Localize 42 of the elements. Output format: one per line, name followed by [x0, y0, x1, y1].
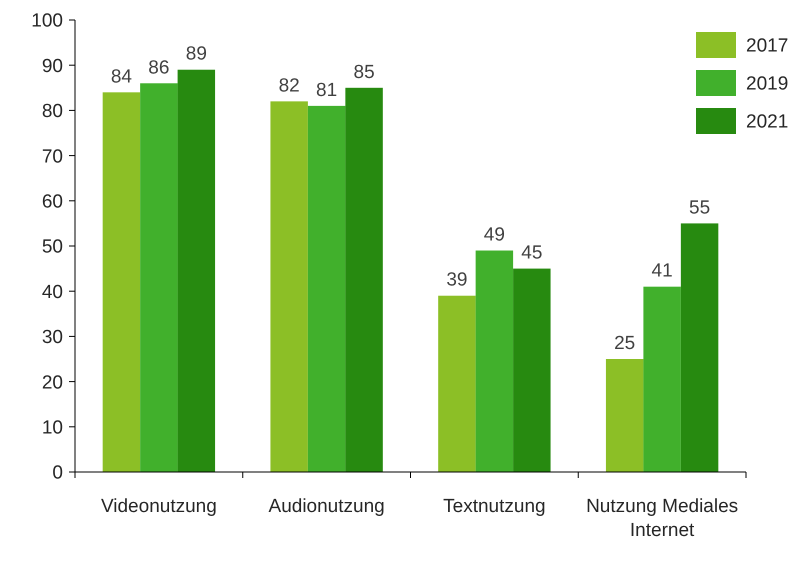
y-tick-label: 10	[42, 417, 63, 438]
y-tick-label: 40	[42, 282, 63, 303]
y-tick-label: 70	[42, 146, 63, 168]
data-label: 81	[316, 80, 338, 101]
legend-label: 2021	[746, 112, 788, 133]
bar	[438, 296, 476, 472]
data-label: 41	[652, 260, 673, 282]
y-tick-label: 90	[42, 56, 63, 77]
data-label: 82	[278, 75, 300, 96]
y-tick-label: 0	[52, 462, 63, 484]
data-label: 86	[148, 57, 170, 78]
x-tick-label: Textnutzung	[443, 496, 546, 517]
y-tick-label: 30	[42, 327, 63, 348]
bar	[476, 250, 514, 472]
y-tick-label: 60	[42, 191, 63, 212]
data-label: 89	[186, 44, 207, 65]
data-label: 25	[614, 333, 636, 354]
data-label: 39	[446, 270, 468, 291]
data-label: 84	[110, 66, 132, 88]
y-tick-label: 100	[31, 10, 63, 32]
bar	[643, 286, 681, 472]
data-label: 49	[484, 224, 505, 246]
y-tick-label: 80	[42, 101, 63, 122]
data-label: 85	[354, 62, 375, 83]
bar	[102, 92, 140, 472]
bar	[270, 101, 308, 472]
x-tick-label: Audionutzung	[268, 496, 385, 517]
x-tick-label: Nutzung Mediales Internet	[586, 496, 738, 541]
data-label: 45	[521, 242, 542, 264]
bar	[680, 223, 718, 472]
data-label: 55	[689, 197, 710, 218]
bar	[513, 268, 551, 472]
bar	[308, 106, 346, 472]
bar	[178, 70, 216, 472]
bar	[345, 88, 383, 472]
y-tick-label: 20	[42, 372, 63, 394]
x-tick-label: Videonutzung	[100, 496, 217, 517]
bar	[140, 83, 178, 472]
legend-label: 2017	[746, 36, 788, 57]
y-tick-label: 50	[42, 236, 63, 258]
bar	[606, 359, 644, 472]
legend-label: 2019	[746, 74, 788, 95]
